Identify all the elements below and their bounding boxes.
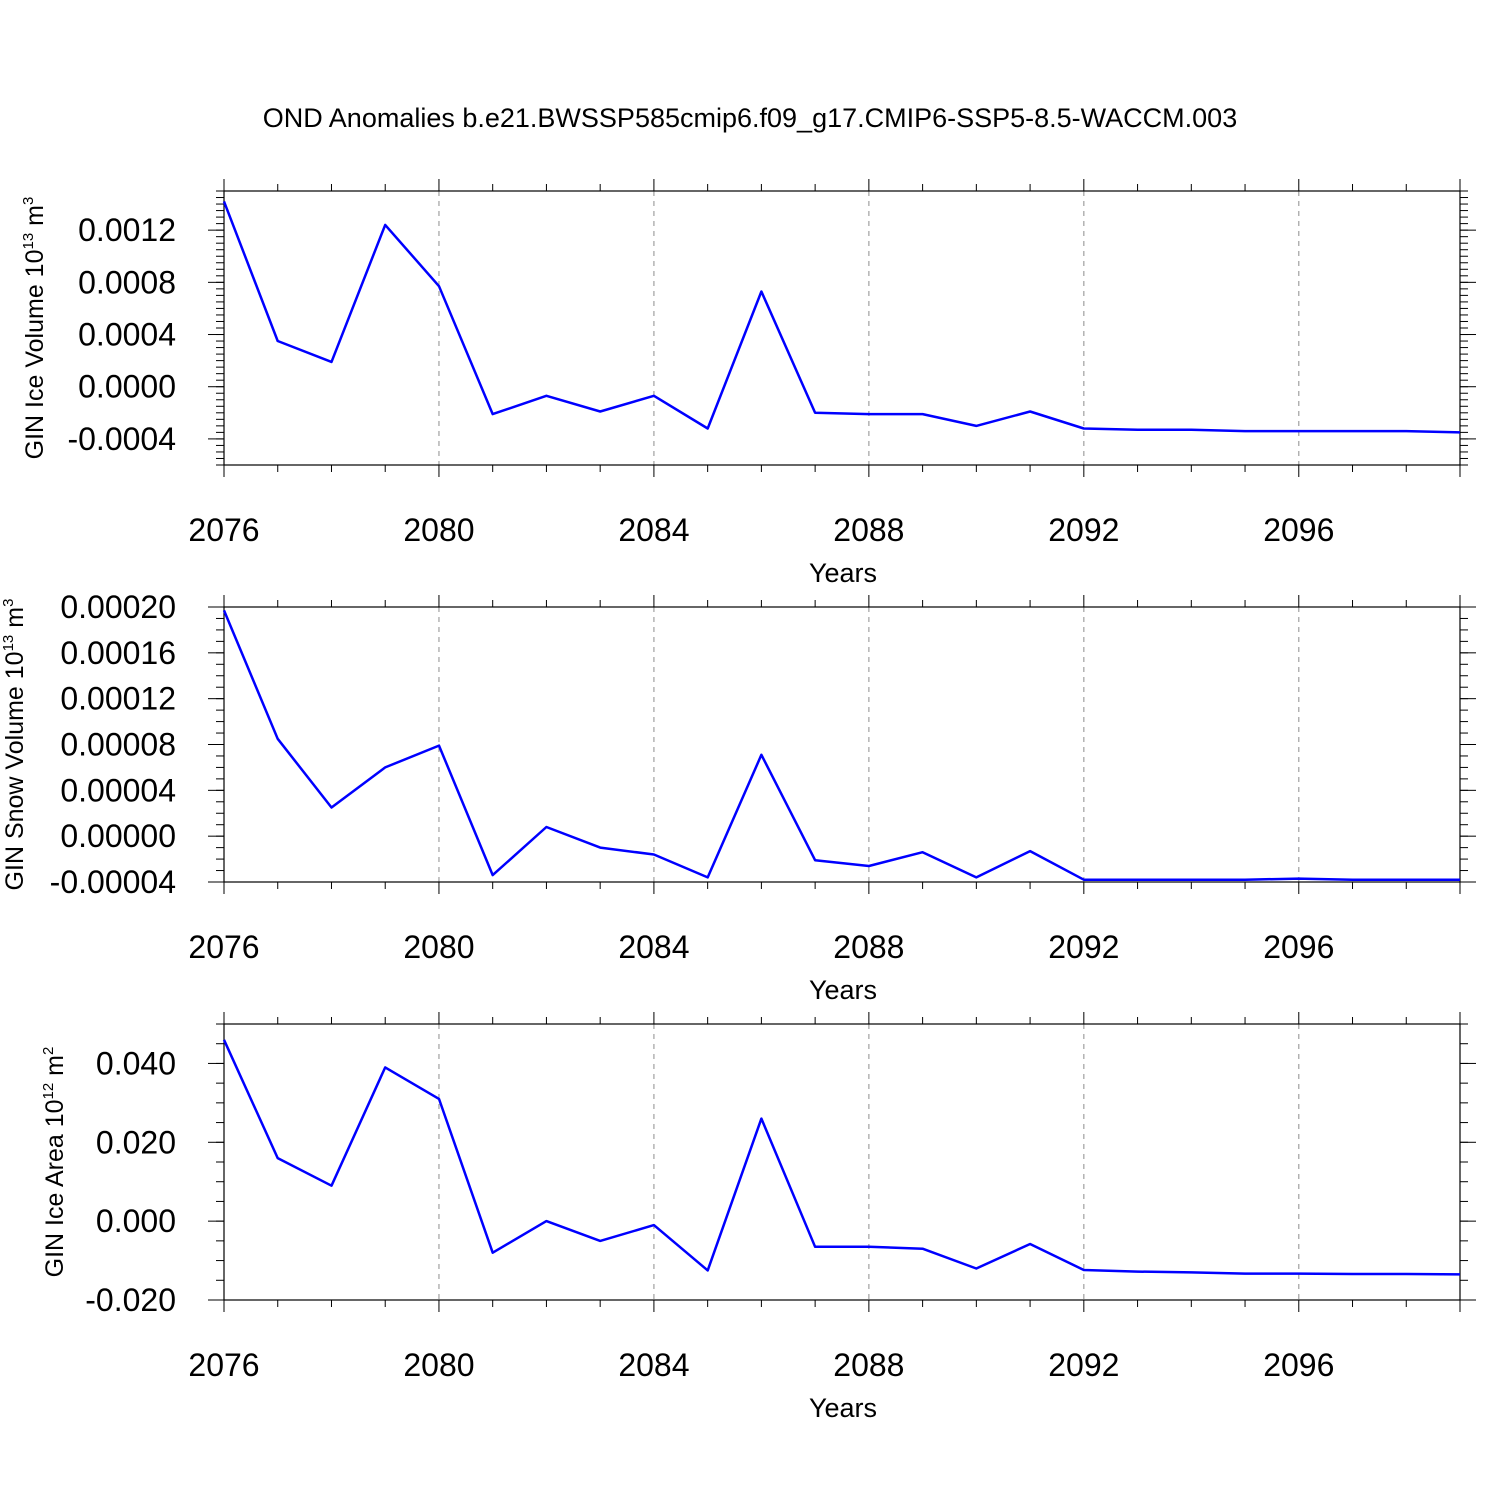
y-tick-label: 0.040 xyxy=(96,1045,176,1081)
x-tick-label: 2096 xyxy=(1263,512,1334,548)
y-tick-label: 0.00008 xyxy=(60,727,176,763)
y-tick-label: 0.00012 xyxy=(60,681,176,717)
x-tick-label: 2084 xyxy=(618,929,689,965)
x-tick-label: 2092 xyxy=(1048,929,1119,965)
y-tick-label: 0.00000 xyxy=(60,818,176,854)
y-axis-label: GIN Ice Area 1012 m2 xyxy=(40,1047,69,1278)
y-tick-label: 0.0008 xyxy=(78,264,176,300)
x-tick-label: 2096 xyxy=(1263,1347,1334,1383)
x-tick-label: 2088 xyxy=(833,1347,904,1383)
y-axis-label-text: GIN Ice Area 10 xyxy=(41,1099,69,1277)
y-tick-label: 0.0000 xyxy=(78,369,176,405)
chart-title: OND Anomalies b.e21.BWSSP585cmip6.f09_g1… xyxy=(263,103,1237,133)
x-tick-label: 2092 xyxy=(1048,512,1119,548)
y-tick-label: -0.020 xyxy=(85,1282,176,1318)
y-tick-label: 0.00004 xyxy=(60,772,176,808)
y-axis-label: GIN Ice Volume 1013 m3 xyxy=(20,197,49,460)
y-axis-label-unit: m xyxy=(21,205,49,226)
y-axis-label-unit-exponent: 2 xyxy=(40,1047,57,1055)
y-axis-label-unit-exponent: 3 xyxy=(0,599,17,607)
plot-frame xyxy=(223,190,1461,466)
panel-3: -0.020 0.000 0.020 0.040 2076 2080 2084 2088 209… xyxy=(40,1012,1476,1423)
y-axis-label-exponent: 13 xyxy=(0,635,17,652)
y-tick-label: 0.000 xyxy=(96,1203,176,1239)
y-axis-label-unit-exponent: 3 xyxy=(20,197,37,205)
y-axis-label-exponent: 12 xyxy=(40,1083,57,1100)
x-axis-label: Years xyxy=(809,975,877,1005)
y-tick-label: -0.0004 xyxy=(67,421,176,457)
x-tick-label: 2080 xyxy=(403,1347,474,1383)
x-tick-label: 2076 xyxy=(188,929,259,965)
y-tick-label: 0.0004 xyxy=(78,317,176,353)
plot-frame xyxy=(223,1023,1461,1301)
y-tick-label: 0.00016 xyxy=(60,635,176,671)
y-axis-label: GIN Snow Volume 1013 m3 xyxy=(0,599,29,891)
x-tick-label: 2088 xyxy=(833,929,904,965)
x-tick-label: 2084 xyxy=(618,512,689,548)
series-line xyxy=(222,1039,1461,1276)
panels: -0.0004 0.0000 0.0004 0.0008 0.0012 2076 2080 2… xyxy=(0,179,1476,1423)
y-axis-label-unit: m xyxy=(1,607,29,628)
x-tick-label: 2088 xyxy=(833,512,904,548)
panel-2: -0.00004 0.00000 0.00004 0.00008 0.00012 0.00… xyxy=(0,589,1476,1005)
y-axis-label-unit: m xyxy=(41,1055,69,1076)
y-tick-label: 0.00020 xyxy=(60,589,176,625)
y-axis-label-text: GIN Snow Volume 10 xyxy=(1,651,29,890)
series-line xyxy=(222,200,1461,434)
x-tick-label: 2076 xyxy=(188,1347,259,1383)
y-tick-label: 0.020 xyxy=(96,1124,176,1160)
y-axis-label-text: GIN Ice Volume 10 xyxy=(21,250,49,460)
x-axis-label: Years xyxy=(809,1393,877,1423)
x-tick-label: 2092 xyxy=(1048,1347,1119,1383)
y-tick-label: -0.00004 xyxy=(50,864,176,900)
x-tick-label: 2096 xyxy=(1263,929,1334,965)
plot-frame xyxy=(223,606,1461,883)
y-tick-label: 0.0012 xyxy=(78,212,176,248)
x-tick-label: 2076 xyxy=(188,512,259,548)
y-axis-label-exponent: 13 xyxy=(20,233,37,250)
panel-1: -0.0004 0.0000 0.0004 0.0008 0.0012 2076 2080 2… xyxy=(20,179,1476,588)
x-tick-label: 2084 xyxy=(618,1347,689,1383)
x-tick-label: 2080 xyxy=(403,512,474,548)
series-line xyxy=(222,609,1460,881)
x-tick-label: 2080 xyxy=(403,929,474,965)
x-axis-label: Years xyxy=(809,558,877,588)
